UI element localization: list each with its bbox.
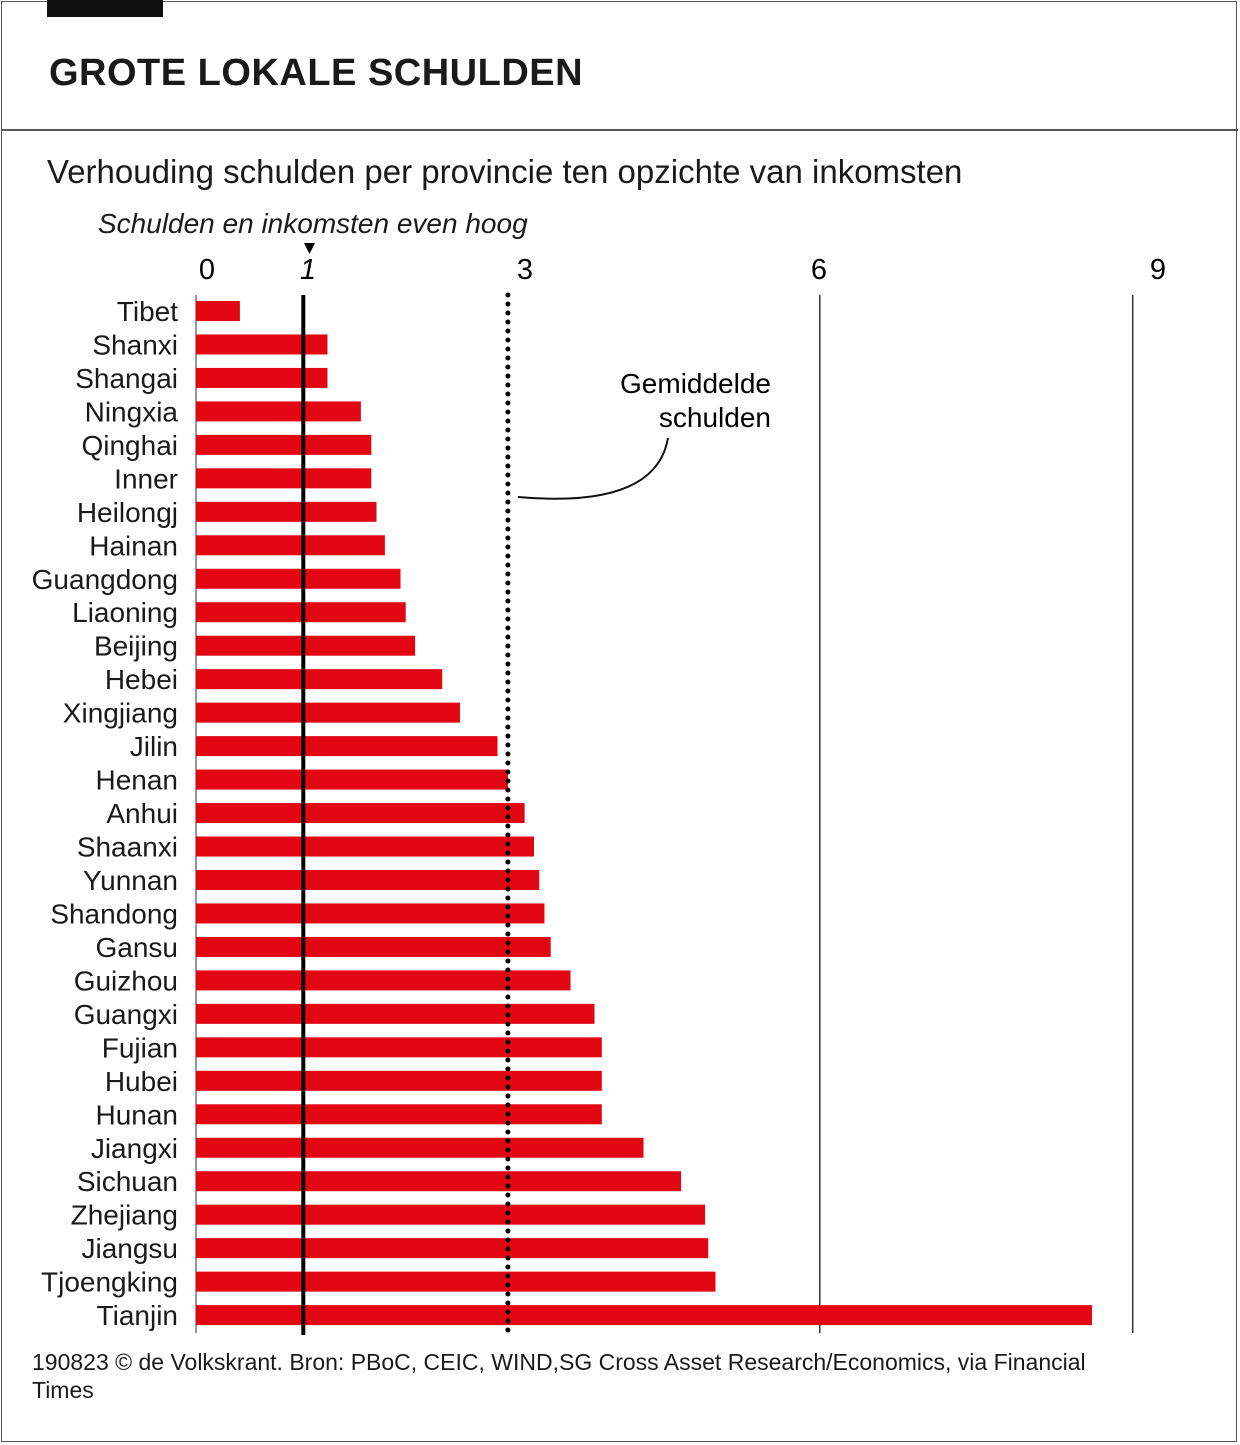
bar-guangdong <box>196 568 401 589</box>
category-label-sichuan: Sichuan <box>77 1166 178 1197</box>
category-label-ningxia: Ningxia <box>85 396 179 427</box>
bar-hebei <box>196 669 443 690</box>
category-label-fujian: Fujian <box>102 1032 178 1063</box>
bar-shanxi <box>196 334 328 355</box>
category-label-anhui: Anhui <box>106 798 178 829</box>
bar-tjoengking <box>196 1271 716 1292</box>
bar-jiangxi <box>196 1137 644 1158</box>
chart-title: GROTE LOKALE SCHULDEN <box>49 52 584 94</box>
tick-label-1: 1 <box>300 254 316 286</box>
source-note: 190823 © de Volkskrant. Bron: PBoC, CEIC… <box>32 1349 1086 1403</box>
bar-sichuan <box>196 1171 682 1192</box>
bar-hubei <box>196 1070 602 1091</box>
bar-inner <box>196 468 372 489</box>
bar-shaanxi <box>196 836 535 857</box>
average-label-line2: schulden <box>659 402 771 433</box>
bar-beijing <box>196 635 416 656</box>
average-callout-line <box>517 437 669 500</box>
bar-liaoning <box>196 602 406 623</box>
bar-jiangsu <box>196 1238 709 1259</box>
category-label-shanxi: Shanxi <box>92 329 178 360</box>
category-label-jiangsu: Jiangsu <box>81 1233 178 1264</box>
category-label-tjoengking: Tjoengking <box>41 1267 178 1298</box>
category-label-henan: Henan <box>95 765 178 796</box>
category-label-jiangxi: Jiangxi <box>91 1133 178 1164</box>
category-label-shangai: Shangai <box>75 363 178 394</box>
category-label-jilin: Jilin <box>130 731 178 762</box>
category-label-shandong: Shandong <box>50 898 178 929</box>
bar-gansu <box>196 936 551 957</box>
category-label-hunan: Hunan <box>95 1099 178 1130</box>
bar-tianjin <box>196 1305 1093 1326</box>
bar-anhui <box>196 803 525 824</box>
category-label-beijing: Beijing <box>94 631 178 662</box>
bar-heilongj <box>196 501 377 522</box>
category-label-tianjin: Tianjin <box>97 1300 178 1331</box>
tick-label-3: 3 <box>517 254 533 286</box>
bar-fujian <box>196 1037 602 1058</box>
bar-qinghai <box>196 434 372 455</box>
category-label-inner: Inner <box>114 463 178 494</box>
category-label-heilongj: Heilongj <box>77 497 178 528</box>
bar-ningxia <box>196 401 361 422</box>
bar-tibet <box>196 301 240 321</box>
category-label-shaanxi: Shaanxi <box>77 832 178 863</box>
bar-guizhou <box>196 970 571 991</box>
category-label-zhejiang: Zhejiang <box>71 1200 178 1231</box>
bar-xingjiang <box>196 702 460 723</box>
category-label-qinghai: Qinghai <box>81 430 178 461</box>
category-label-liaoning: Liaoning <box>72 597 178 628</box>
tick-label-9: 9 <box>1150 254 1166 286</box>
category-label-yunnan: Yunnan <box>83 865 178 896</box>
title-divider <box>1 129 1238 131</box>
category-label-hubei: Hubei <box>105 1066 178 1097</box>
category-label-guangxi: Guangxi <box>74 999 178 1030</box>
tick-label-0: 0 <box>199 254 215 286</box>
bar-yunnan <box>196 869 540 890</box>
bar-shangai <box>196 367 328 388</box>
bar-jilin <box>196 736 498 757</box>
average-label-line1: Gemiddelde <box>620 368 771 399</box>
category-label-guizhou: Guizhou <box>74 965 178 996</box>
bar-hunan <box>196 1104 602 1125</box>
bar-henan <box>196 769 508 790</box>
category-label-hainan: Hainan <box>89 530 178 561</box>
bar-zhejiang <box>196 1204 706 1225</box>
category-label-xingjiang: Xingjiang <box>63 698 178 729</box>
tick-label-6: 6 <box>811 254 827 286</box>
category-label-gansu: Gansu <box>96 932 179 963</box>
reference-marker-icon <box>304 243 315 254</box>
category-label-tibet: Tibet <box>117 296 178 327</box>
bar-guangxi <box>196 1003 595 1024</box>
chart-subtitle: Verhouding schulden per provincie ten op… <box>47 153 963 190</box>
bar-shandong <box>196 903 545 924</box>
category-label-hebei: Hebei <box>105 664 178 695</box>
brand-bar <box>47 0 163 17</box>
bar-hainan <box>196 535 385 556</box>
category-label-guangdong: Guangdong <box>32 564 178 595</box>
reference-label: Schulden en inkomsten even hoog <box>98 208 528 239</box>
